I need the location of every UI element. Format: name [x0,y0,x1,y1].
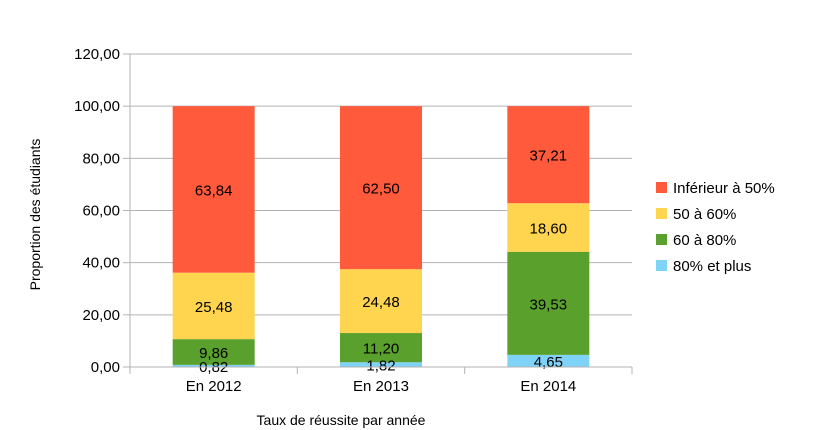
bars [172,106,590,367]
bar-value-label: 37,21 [530,148,568,165]
bar-segment [172,106,255,273]
y-tick-label: 120,00 [74,46,120,63]
bar-value-label: 18,60 [530,221,568,238]
bar-segment [172,272,255,340]
x-tick-label: En 2012 [186,378,242,395]
bar-value-labels: 0,829,8625,4863,841,8211,2024,4862,504,6… [195,148,567,376]
bar-value-label: 4,65 [534,354,563,371]
legend-swatch [656,234,667,245]
y-tick-label: 80,00 [82,150,120,167]
y-axis-ticks: 0,00 20,00 40,00 60,00 80,00 100,00 120,00 [74,46,120,376]
y-tick-label: 0,00 [91,359,120,376]
bar-segment [340,333,422,363]
bar-segment [340,362,422,367]
x-tick-label: En 2014 [520,378,576,395]
y-tick-label: 100,00 [74,98,120,115]
bar-value-label: 62,50 [362,181,400,198]
bar-segment [172,364,255,367]
x-tick-label: En 2013 [353,378,409,395]
y-tick-label: 60,00 [82,203,120,220]
bar-value-label: 25,48 [195,299,233,316]
legend-label: 80% et plus [673,258,751,275]
x-axis-ticks: En 2012 En 2013 En 2014 [129,367,633,395]
legend-label: 50 à 60% [673,206,736,223]
bar-value-label: 24,48 [362,294,400,311]
legend-label: Inférieur à 50% [673,180,775,197]
y-tick-label: 20,00 [82,307,120,324]
legend-label: 60 à 80% [673,232,736,249]
x-axis-title: Taux de réussite par année [257,412,426,428]
bar-value-label: 63,84 [195,182,233,199]
legend-swatch [656,260,667,271]
bar-segment [340,106,422,270]
legend-swatch [656,182,667,193]
bar-value-label: 39,53 [530,296,568,313]
y-axis-title: Proportion des étudiants [27,139,43,291]
bar-segment [507,354,590,367]
bar-value-label: 9,86 [199,345,228,362]
bar-segment [507,106,590,204]
legend: Inférieur à 50% 50 à 60% 60 à 80% 80% et pl… [656,180,775,275]
bar-segment [507,203,590,252]
bar-segment [340,269,422,334]
bar-value-label: 1,82 [366,358,395,375]
bar-value-label: 11,20 [363,341,399,358]
bar-segment [172,339,255,365]
y-tick-label: 40,00 [82,255,120,272]
bar-segment [507,251,590,355]
legend-swatch [656,208,667,219]
